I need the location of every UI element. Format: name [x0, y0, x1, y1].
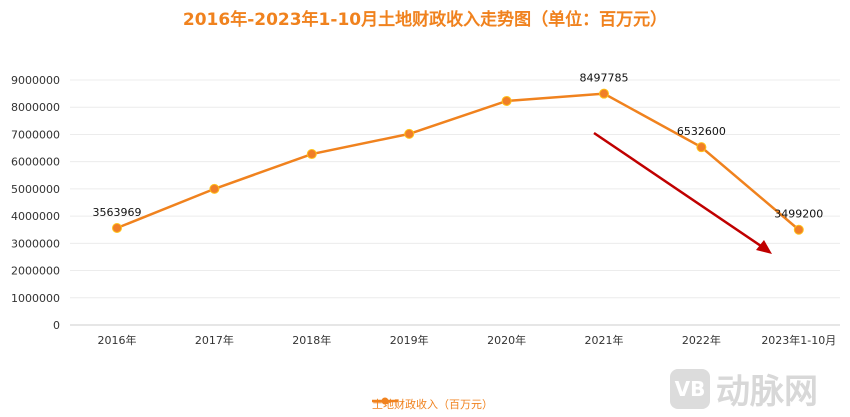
y-tick-label: 3000000: [11, 237, 60, 250]
data-point: [501, 95, 512, 106]
x-tick-label: 2021年: [585, 333, 624, 347]
x-tick-label: 2023年1-10月: [761, 333, 836, 347]
x-tick-label: 2019年: [390, 333, 429, 347]
legend[interactable]: 土地财政收入（百万元）: [372, 396, 493, 412]
y-tick-label: 8000000: [11, 101, 60, 114]
watermark-text: 动脉网: [716, 372, 818, 412]
data-point: [404, 128, 415, 139]
y-tick-label: 5000000: [11, 183, 60, 196]
trend-arrow-head-icon: [756, 240, 772, 254]
y-tick-label: 0: [53, 319, 60, 332]
y-tick-label: 4000000: [11, 210, 60, 223]
y-tick-label: 1000000: [11, 292, 60, 305]
data-label: 6532600: [677, 125, 726, 138]
x-tick-label: 2018年: [292, 333, 331, 347]
x-tick-label: 2016年: [98, 333, 137, 347]
data-point: [696, 142, 707, 153]
y-tick-label: 6000000: [11, 156, 60, 169]
legend-label: 土地财政收入（百万元）: [372, 398, 493, 411]
watermark-logo: VB: [670, 368, 710, 409]
x-tick-label: 2022年: [682, 333, 721, 347]
data-point: [599, 88, 609, 99]
watermark: VB 动脉网: [670, 364, 818, 413]
x-tick-label: 2020年: [487, 333, 526, 347]
legend-line-marker-icon: [372, 397, 398, 405]
trend-arrow-line: [593, 131, 765, 250]
data-point: [793, 224, 804, 235]
data-label: 3499200: [774, 208, 823, 221]
data-label: 8497785: [580, 72, 629, 85]
y-tick-label: 9000000: [11, 74, 60, 87]
data-point: [306, 149, 317, 160]
chart-title: 2016年-2023年1-10月土地财政收入走势图（单位：百万元）: [182, 10, 668, 30]
data-point: [209, 183, 220, 194]
series-line: [116, 92, 800, 231]
data-point: [112, 222, 122, 233]
y-tick-label: 2000000: [11, 265, 60, 278]
y-tick-label: 7000000: [11, 128, 60, 141]
x-tick-label: 2017年: [195, 333, 234, 347]
data-label: 3563969: [93, 206, 142, 219]
